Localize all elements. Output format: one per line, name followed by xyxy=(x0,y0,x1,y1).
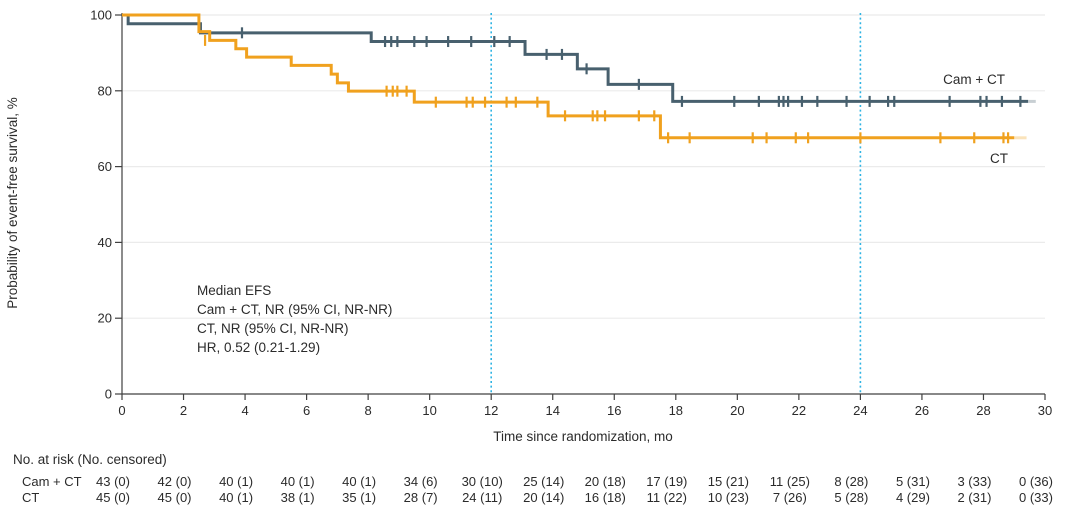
x-tick-label: 2 xyxy=(180,403,187,418)
risk-value: 0 (33) xyxy=(1019,490,1053,505)
curves-layer xyxy=(122,13,1036,144)
y-tick-label: 80 xyxy=(98,83,112,98)
y-tick-label: 20 xyxy=(98,311,112,326)
risk-value: 45 (0) xyxy=(157,490,192,505)
risk-value: 5 (31) xyxy=(895,474,930,489)
risk-value: 28 (7) xyxy=(403,490,438,505)
x-tick-label: 16 xyxy=(607,403,621,418)
risk-value: 20 (14) xyxy=(523,490,565,505)
x-tick-label: 12 xyxy=(484,403,498,418)
risk-value: 40 (1) xyxy=(219,474,254,489)
risk-value: 43 (0) xyxy=(96,474,130,489)
risk-value: 34 (6) xyxy=(403,474,438,489)
risk-value: 17 (19) xyxy=(646,474,688,489)
risk-table-header: No. at risk (No. censored) xyxy=(13,452,167,467)
y-axis-title: Probability of event-free survival, % xyxy=(5,97,20,309)
annotation-line-hr: HR, 0.52 (0.21-1.29) xyxy=(197,340,321,355)
risk-value: 40 (1) xyxy=(280,474,315,489)
y-tick-label: 60 xyxy=(98,159,112,174)
risk-value: 25 (14) xyxy=(523,474,565,489)
risk-row-label-cam-ct: Cam + CT xyxy=(22,474,82,489)
risk-value: 10 (23) xyxy=(707,490,749,505)
risk-value: 42 (0) xyxy=(157,474,192,489)
risk-value: 30 (10) xyxy=(461,474,503,489)
curve-label-cam-ct: Cam + CT xyxy=(943,72,1005,87)
risk-value: 20 (18) xyxy=(584,474,626,489)
y-tick-label: 100 xyxy=(90,8,112,23)
x-tick-label: 22 xyxy=(792,403,806,418)
risk-value: 4 (29) xyxy=(895,490,930,505)
x-tick-label: 20 xyxy=(730,403,744,418)
y-tick-label: 0 xyxy=(105,387,112,402)
x-tick-label: 6 xyxy=(303,403,310,418)
x-tick-label: 24 xyxy=(853,403,867,418)
x-tick-label: 30 xyxy=(1038,403,1052,418)
gridlines-layer xyxy=(122,14,1045,319)
risk-table-row-ct: CT 45 (0) 45 (0) 40 (1) 38 (1) 35 (1) 28 (7) 2… xyxy=(0,490,1080,506)
x-tick-label: 4 xyxy=(241,403,248,418)
risk-table-row-cam-ct: Cam + CT 43 (0) 42 (0) 40 (1) 40 (1) 40 (1) 3… xyxy=(0,474,1080,490)
annotation-line-ct: CT, NR (95% CI, NR-NR) xyxy=(197,321,349,336)
risk-value: 24 (11) xyxy=(462,490,503,505)
risk-value: 11 (25) xyxy=(769,474,810,489)
x-tick-label: 26 xyxy=(915,403,929,418)
annotation-line-median: Median EFS xyxy=(197,283,272,298)
risk-value: 35 (1) xyxy=(342,490,377,505)
risk-row-label-ct: CT xyxy=(22,490,40,505)
x-tick-label: 8 xyxy=(365,403,372,418)
risk-value: 2 (31) xyxy=(957,490,992,505)
x-axis-title: Time since randomization, mo xyxy=(493,429,673,444)
risk-value: 3 (33) xyxy=(957,474,992,489)
x-tick-label: 28 xyxy=(976,403,990,418)
risk-value: 15 (21) xyxy=(707,474,749,489)
risk-value: 16 (18) xyxy=(584,490,626,505)
reference-lines-layer xyxy=(490,13,862,393)
km-curve-ct xyxy=(122,13,1015,140)
risk-value: 0 (36) xyxy=(1019,474,1053,489)
risk-value: 11 (22) xyxy=(646,490,687,505)
risk-value: 8 (28) xyxy=(834,474,869,489)
risk-value: 5 (28) xyxy=(834,490,869,505)
median-efs-annotation: Median EFS Cam + CT, NR (95% CI, NR-NR) … xyxy=(197,281,392,357)
risk-value: 45 (0) xyxy=(96,490,130,505)
risk-value: 7 (26) xyxy=(772,490,807,505)
risk-value: 40 (1) xyxy=(342,474,377,489)
risk-value: 40 (1) xyxy=(219,490,254,505)
km-curve-cam-ct xyxy=(122,13,1029,103)
x-tick-label: 10 xyxy=(422,403,436,418)
risk-value: 38 (1) xyxy=(280,490,315,505)
x-tick-label: 18 xyxy=(669,403,683,418)
curve-label-ct: CT xyxy=(990,151,1008,166)
x-tick-label: 0 xyxy=(118,403,125,418)
x-tick-label: 14 xyxy=(545,403,559,418)
annotation-line-cam-ct: Cam + CT, NR (95% CI, NR-NR) xyxy=(197,302,393,317)
y-tick-label: 40 xyxy=(98,235,112,250)
